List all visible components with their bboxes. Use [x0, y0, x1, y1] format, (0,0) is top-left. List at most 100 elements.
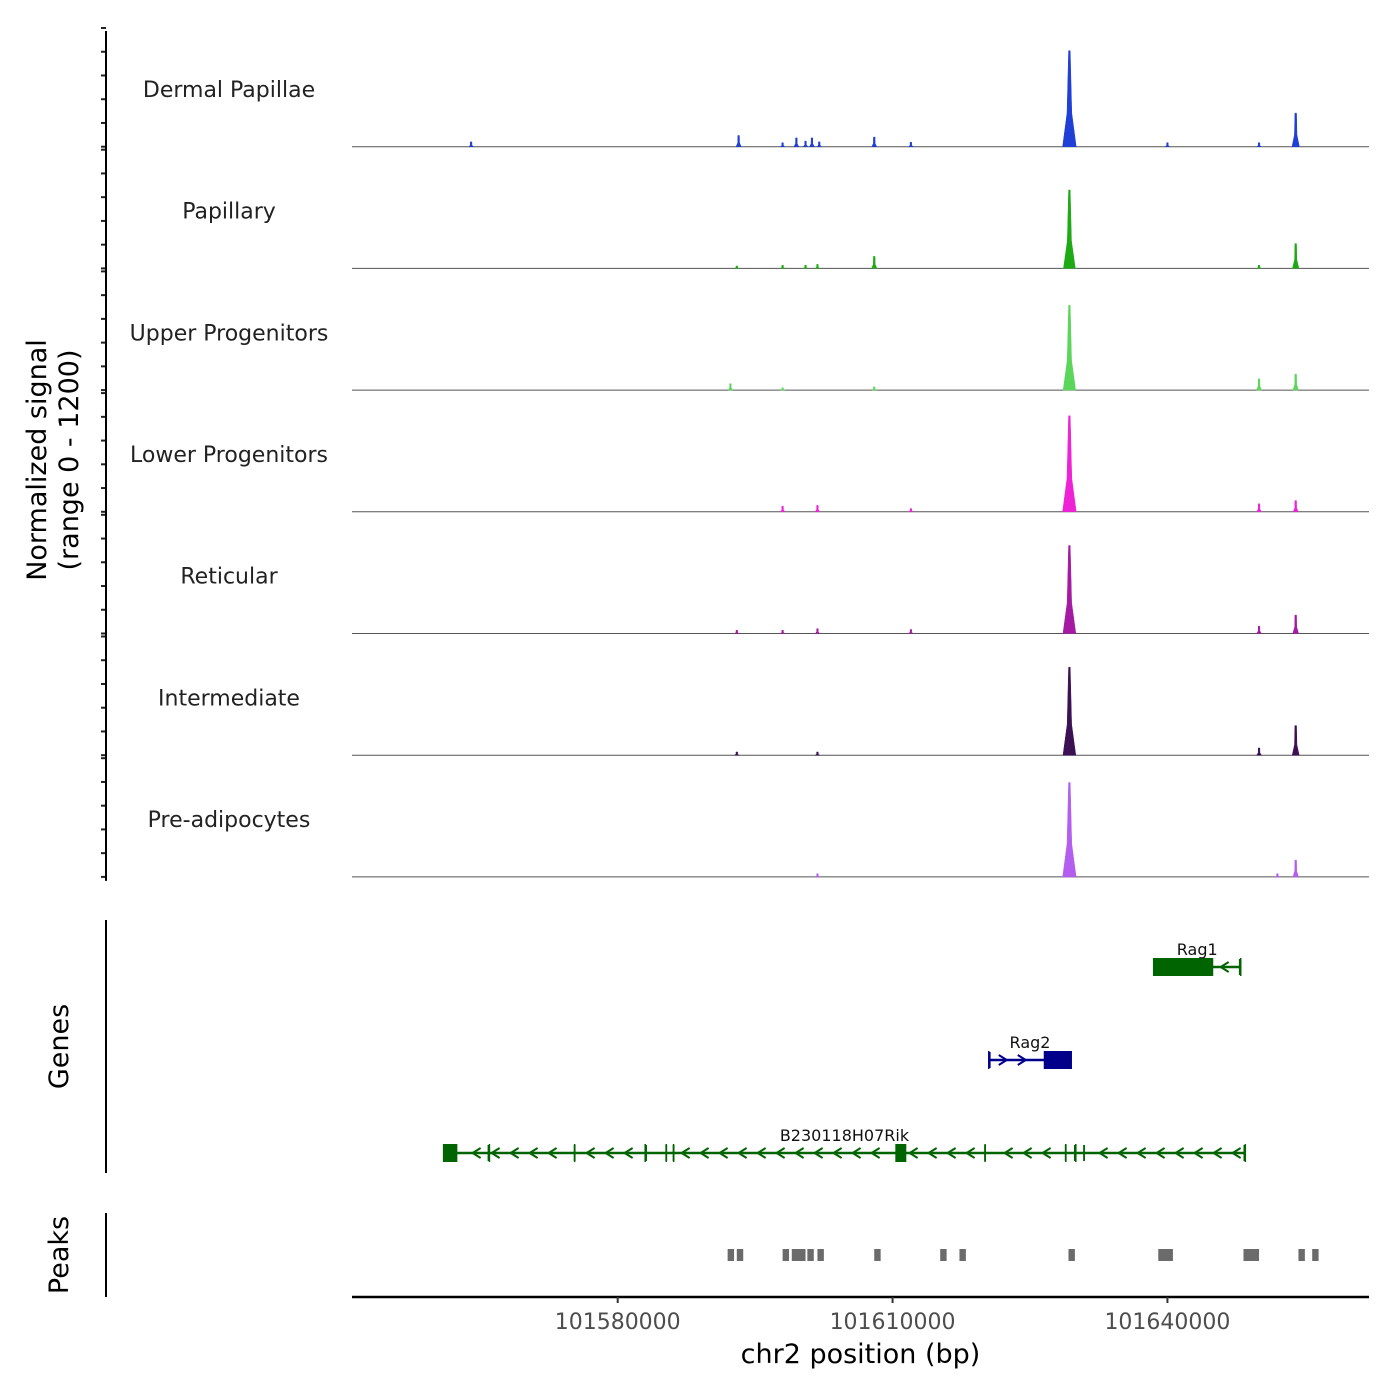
signal-peak [871, 136, 878, 147]
signal-track: Pre-adipocytes [148, 782, 1369, 878]
signal-track: Dermal Papillae [143, 50, 1369, 148]
signal-peak [816, 141, 823, 147]
gene-exon [1083, 1145, 1085, 1161]
strand-chevron [508, 1147, 520, 1159]
signal-peak [1292, 500, 1299, 513]
strand-chevron [470, 1147, 482, 1159]
signal-peak [1062, 50, 1077, 147]
signal-peak [871, 386, 878, 391]
signal-peak [814, 751, 821, 756]
signal-peak [1274, 873, 1281, 878]
signal-layer: Dermal Papillae Papillary Upper Progenitor… [130, 50, 1369, 878]
signal-peak [779, 630, 786, 634]
strand-chevron [1211, 1147, 1223, 1159]
peak-region [1068, 1249, 1075, 1261]
signal-peak [814, 628, 821, 634]
peak-region [791, 1249, 806, 1261]
signal-peak [1256, 747, 1262, 756]
signal-peak [779, 142, 786, 147]
gene-exon [443, 1144, 458, 1162]
strand-chevron [679, 1147, 691, 1159]
strand-chevron [1021, 1147, 1033, 1159]
signal-peak [908, 142, 914, 147]
signal-peak [1256, 264, 1262, 269]
peaks-layer [727, 1249, 1319, 1261]
gene-exon [895, 1144, 907, 1162]
strand-chevron [717, 1147, 729, 1159]
peak-region [1312, 1249, 1319, 1261]
gene-label: Rag2 [1010, 1033, 1051, 1052]
peak-region [1243, 1249, 1260, 1261]
strand-chevron [489, 1147, 501, 1159]
signal-peak [1062, 415, 1077, 513]
track-label: Dermal Papillae [143, 78, 315, 103]
strand-chevron [812, 1147, 824, 1159]
track-label: Lower Progenitors [130, 443, 328, 468]
peak-region [727, 1249, 735, 1261]
strand-chevron [869, 1147, 881, 1159]
signal-peak [814, 873, 821, 878]
track-label: Reticular [180, 565, 278, 590]
strand-chevron [527, 1147, 539, 1159]
signal-peak [779, 387, 786, 391]
strand-chevron [1040, 1147, 1052, 1159]
gene-exon [988, 1052, 991, 1068]
signal-peak [733, 265, 740, 269]
signal-peak [1164, 142, 1171, 147]
strand-chevron [945, 1147, 957, 1159]
signal-peak [468, 141, 474, 147]
strand-chevron [1097, 1147, 1109, 1159]
signal-peak [802, 140, 809, 147]
track-label: Intermediate [158, 686, 300, 711]
strand-chevron [1173, 1147, 1185, 1159]
strand-chevron [584, 1147, 596, 1159]
peak-region [782, 1249, 790, 1261]
axis-layer: Normalized signal(range 0 - 1200) Genes Pe… [22, 27, 1369, 1370]
genes-y-title: Genes [44, 1004, 75, 1089]
signal-peak [733, 751, 740, 756]
strand-chevron [998, 1054, 1009, 1066]
peak-region [940, 1249, 947, 1261]
signal-track: Lower Progenitors [130, 415, 1369, 513]
gene-exon [487, 1145, 490, 1161]
signal-y-title-line: (range 0 - 1200) [54, 350, 85, 571]
signal-peak [779, 264, 786, 269]
signal-peak [1256, 626, 1262, 634]
gene-exon [1243, 1145, 1246, 1161]
signal-peak [814, 264, 821, 269]
peak-region [1158, 1249, 1173, 1261]
gene-model: Rag1 [1152, 940, 1242, 976]
strand-chevron [1135, 1147, 1147, 1159]
signal-peak [733, 630, 740, 634]
gene-exon [1073, 1145, 1076, 1161]
strand-chevron [793, 1147, 805, 1159]
strand-chevron [964, 1147, 976, 1159]
signal-peak [779, 505, 786, 513]
x-axis-title: chr2 position (bp) [741, 1339, 981, 1370]
gene-label: B230118H07Rik [780, 1126, 910, 1145]
strand-chevron [1230, 1147, 1242, 1159]
strand-chevron [1017, 1054, 1028, 1066]
gene-label: Rag1 [1177, 940, 1218, 959]
peaks-y-title: Peaks [44, 1216, 75, 1294]
signal-y-title: Normalized signal(range 0 - 1200) [22, 339, 85, 581]
signal-peak [793, 137, 800, 147]
strand-chevron [755, 1147, 767, 1159]
signal-peak [814, 505, 821, 513]
peak-region [817, 1249, 824, 1261]
signal-peak [1292, 614, 1299, 634]
signal-track: Papillary [182, 189, 1369, 269]
signal-peak [802, 264, 809, 269]
track-label: Upper Progenitors [130, 321, 329, 346]
strand-chevron [698, 1147, 710, 1159]
strand-chevron [546, 1147, 558, 1159]
signal-peak [809, 137, 815, 147]
track-label: Pre-adipocytes [148, 808, 311, 833]
strand-chevron [907, 1147, 919, 1159]
x-tick-label: 101580000 [555, 1310, 681, 1335]
signal-peak [1291, 725, 1300, 756]
peak-region [959, 1249, 966, 1261]
track-label: Papillary [182, 200, 276, 225]
peak-region [874, 1249, 881, 1261]
